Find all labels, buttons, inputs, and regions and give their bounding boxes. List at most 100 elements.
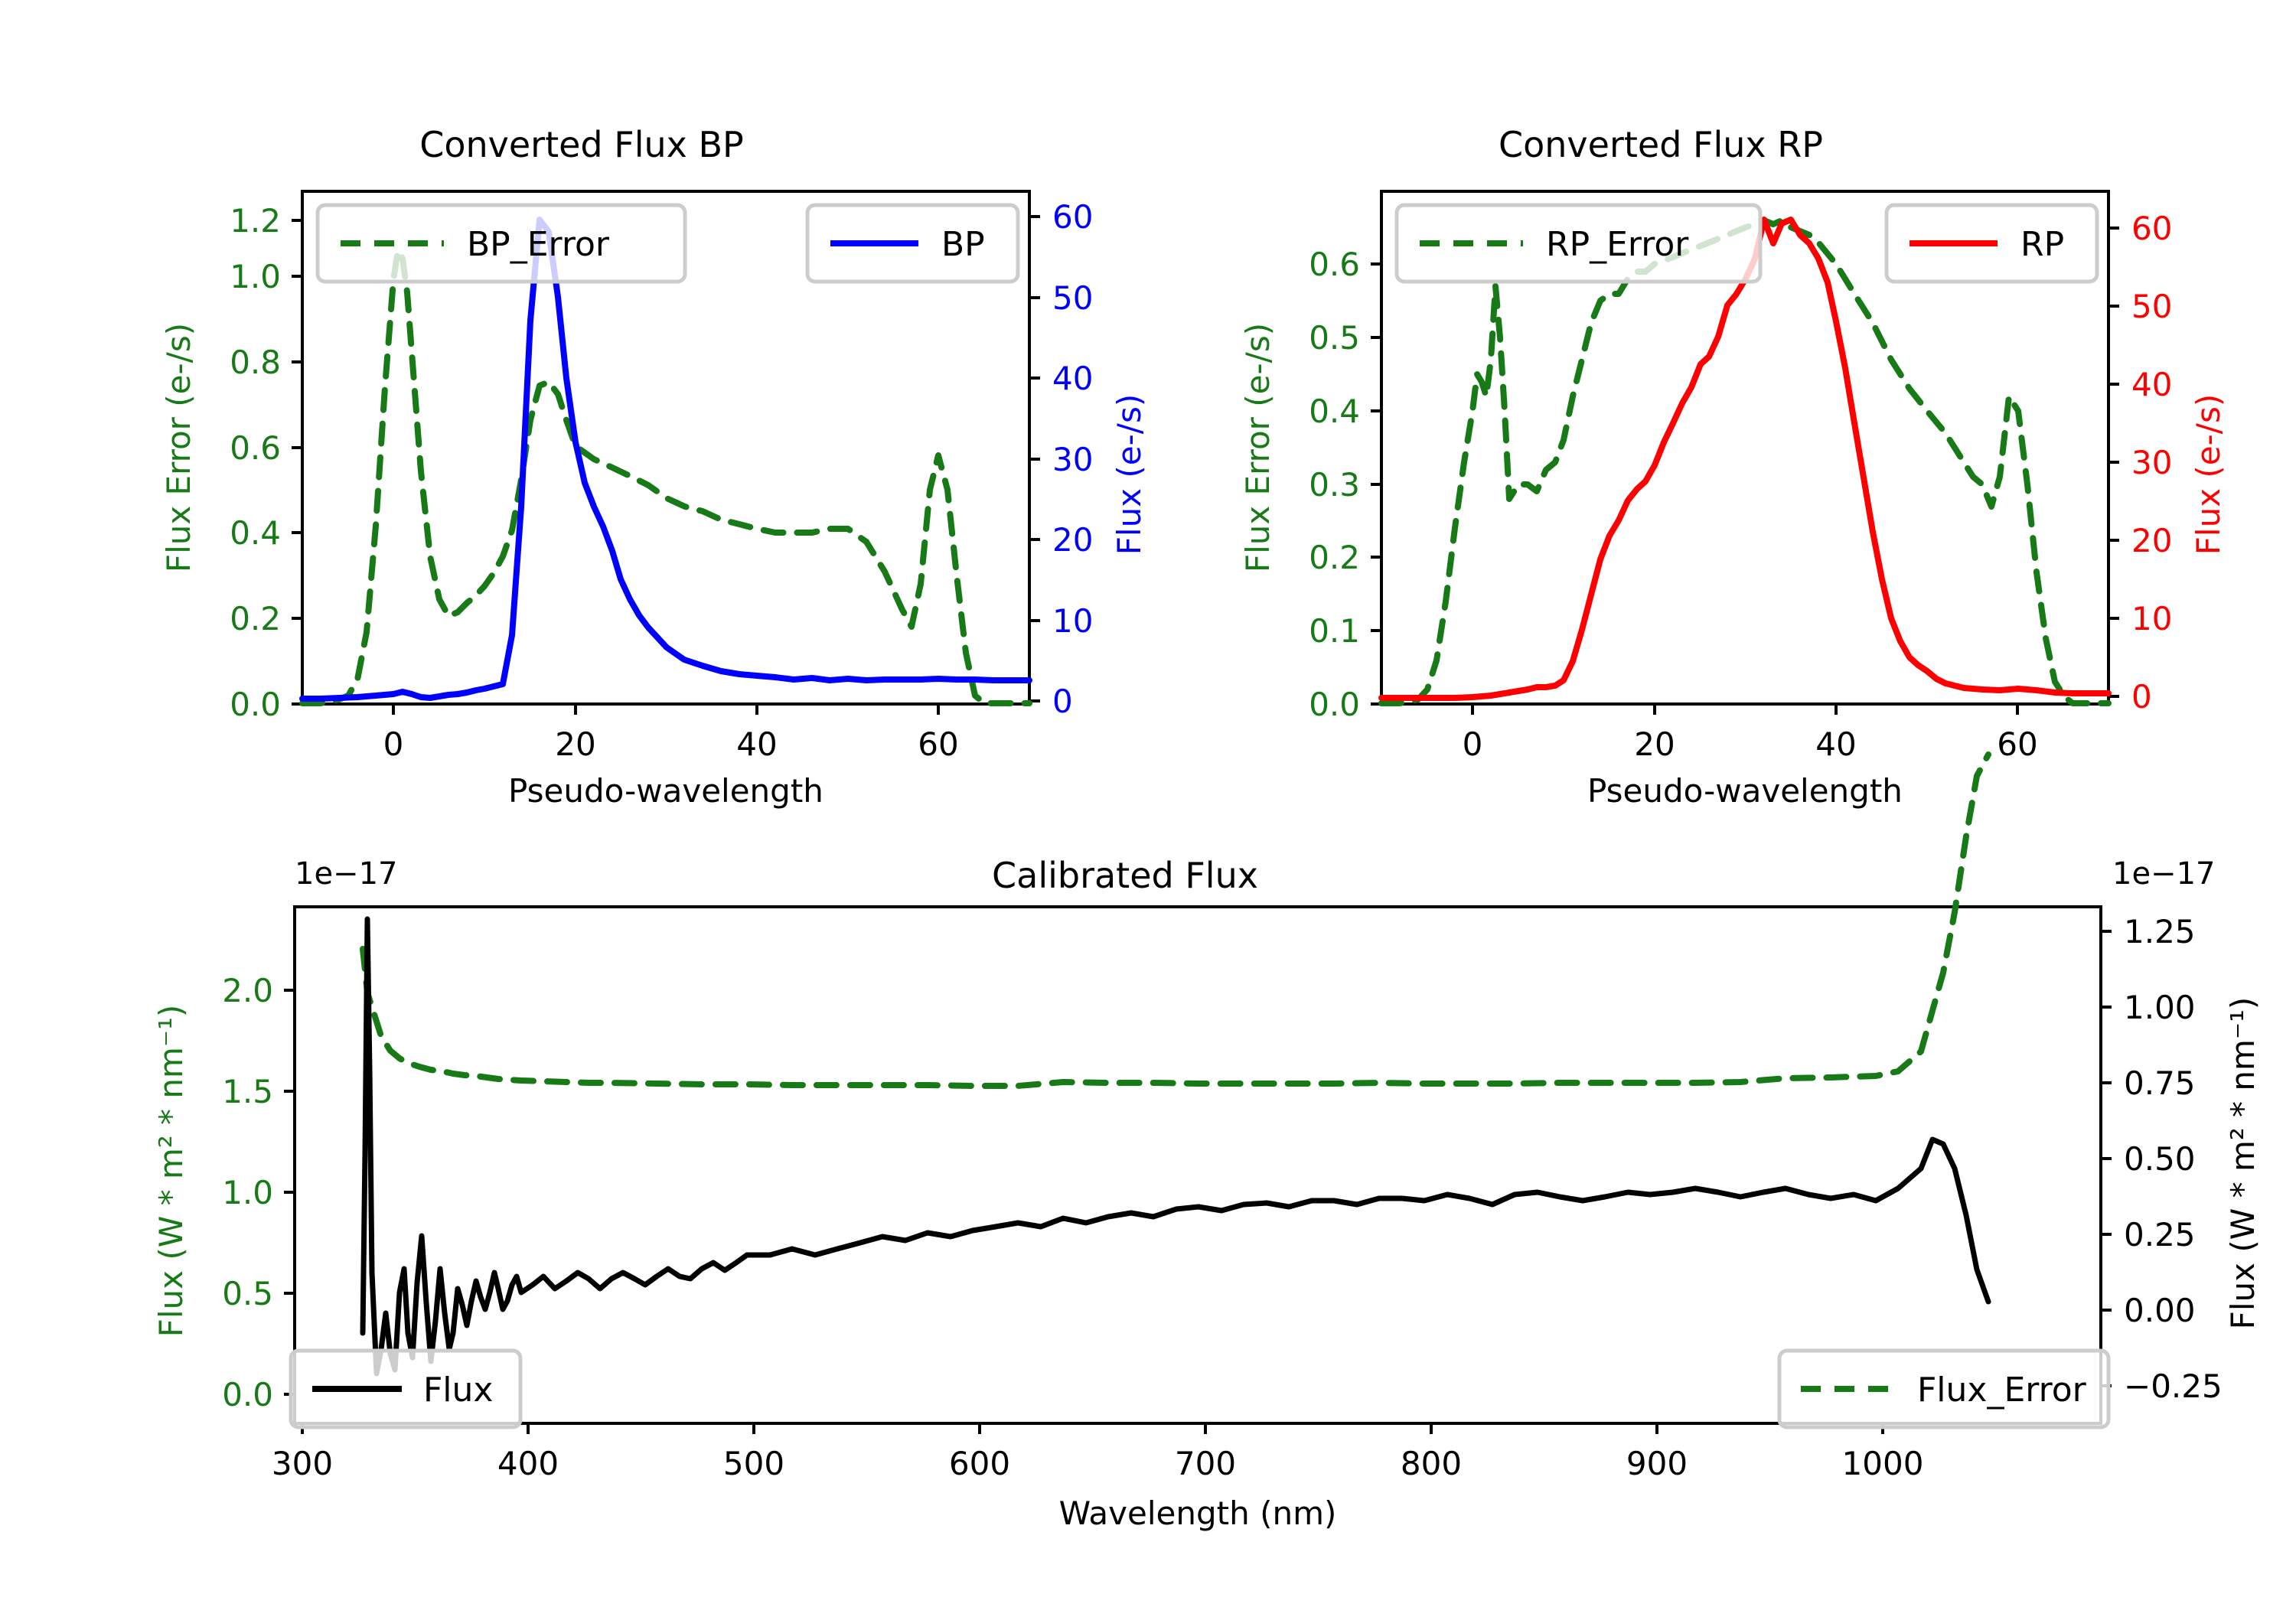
ytick-rp-right-0: 0 xyxy=(2131,678,2152,715)
xtick-bp-3: 60 xyxy=(918,725,958,763)
curve-bp-error xyxy=(299,247,1032,706)
panel-converted-flux-bp: Converted Flux BP 0.0 0.2 0.4 0.6 0.8 1.… xyxy=(160,124,1148,810)
xtick-rp-1: 20 xyxy=(1634,725,1675,763)
ytick-rp-left-2: 0.2 xyxy=(1309,539,1360,576)
ytick-cal-right-5: 1.00 xyxy=(2124,989,2196,1026)
legend-label-bp: BP xyxy=(941,225,985,264)
xtick-cal-6: 900 xyxy=(1626,1445,1688,1482)
ytick-rp-left-5: 0.5 xyxy=(1309,319,1360,357)
xtick-bp-1: 20 xyxy=(555,725,595,763)
ytick-cal-left-2: 1.0 xyxy=(222,1174,273,1211)
ytick-bp-right-5: 50 xyxy=(1052,279,1093,317)
ytick-bp-left-0: 0.0 xyxy=(230,686,281,723)
ytick-bp-left-5: 1.0 xyxy=(230,258,281,295)
yaxis-right-rp: 0 10 20 30 40 50 60 Flux (e-/s) xyxy=(2108,210,2227,715)
yaxis-left-rp: 0.0 0.1 0.2 0.3 0.4 0.5 0.6 Flux Error (… xyxy=(1239,246,1381,723)
legend-label-rp-error: RP_Error xyxy=(1546,225,1689,264)
axes-frame-rp xyxy=(1380,190,2110,706)
ytick-cal-left-0: 0.0 xyxy=(222,1376,273,1413)
ylabel-left-calibrated: Flux (W * m² * nm⁻¹) xyxy=(152,1005,190,1338)
legend-label-flux: Flux xyxy=(423,1371,493,1410)
ytick-bp-right-2: 20 xyxy=(1052,521,1093,559)
panel-converted-flux-rp: Converted Flux RP 0.0 0.1 0.2 0.3 0.4 0.… xyxy=(1239,124,2227,810)
ylabel-left-rp: Flux Error (e-/s) xyxy=(1239,323,1277,572)
ytick-cal-right-2: 0.25 xyxy=(2124,1216,2196,1253)
xtick-cal-3: 600 xyxy=(949,1445,1010,1482)
ytick-cal-left-3: 1.5 xyxy=(222,1073,273,1110)
curve-rp-flux xyxy=(1378,217,2112,701)
offset-label-right: 1e−17 xyxy=(2112,856,2215,892)
legend-bp[interactable]: BP xyxy=(805,203,1020,284)
ytick-cal-right-3: 0.50 xyxy=(2124,1140,2196,1178)
ytick-cal-right-0: −0.25 xyxy=(2124,1367,2223,1405)
legend-label-bp-error: BP_Error xyxy=(467,225,610,264)
curve-rp-error xyxy=(1378,217,2112,706)
legend-label-flux-error: Flux_Error xyxy=(1917,1371,2087,1410)
ytick-cal-left-1: 0.5 xyxy=(222,1275,273,1312)
ylabel-right-rp: Flux (e-/s) xyxy=(2190,394,2227,555)
ytick-bp-left-1: 0.2 xyxy=(230,600,281,637)
ytick-bp-right-6: 60 xyxy=(1052,198,1093,236)
panel-calibrated-flux: Calibrated Flux 1e−17 1e−17 0.0 0.5 1.0 … xyxy=(152,751,2262,1532)
xtick-cal-7: 1000 xyxy=(1842,1445,1924,1482)
xlabel-rp: Pseudo-wavelength xyxy=(1587,772,1903,810)
ytick-bp-left-3: 0.6 xyxy=(230,429,281,467)
ytick-bp-right-3: 30 xyxy=(1052,441,1093,478)
ytick-rp-left-1: 0.1 xyxy=(1309,612,1360,650)
xtick-cal-4: 700 xyxy=(1175,1445,1236,1482)
ytick-rp-right-6: 60 xyxy=(2131,210,2172,247)
legend-rp-error[interactable]: RP_Error xyxy=(1394,203,1763,284)
ylabel-right-calibrated: Flux (W * m² * nm⁻¹) xyxy=(2224,997,2262,1330)
xtick-cal-0: 300 xyxy=(272,1445,333,1482)
curve-bp-flux xyxy=(299,217,1032,702)
xtick-cal-1: 400 xyxy=(497,1445,559,1482)
xtick-rp-3: 60 xyxy=(1997,725,2037,763)
offset-label-left: 1e−17 xyxy=(295,856,397,892)
xaxis-calibrated: 300 400 500 600 700 800 900 1000 Wavelen… xyxy=(272,1423,1924,1532)
yaxis-right-calibrated: −0.25 0.00 0.25 0.50 0.75 1.00 1.25 Flux… xyxy=(2101,913,2262,1405)
xtick-cal-2: 500 xyxy=(723,1445,784,1482)
ytick-rp-right-4: 40 xyxy=(2131,366,2172,403)
xtick-rp-2: 40 xyxy=(1815,725,1856,763)
ytick-cal-right-4: 0.75 xyxy=(2124,1064,2196,1102)
legend-rp[interactable]: RP xyxy=(1884,203,2099,284)
yaxis-left-bp: 0.0 0.2 0.4 0.6 0.8 1.0 1.2 Flux Error (… xyxy=(160,202,302,723)
ytick-rp-right-5: 50 xyxy=(2131,288,2172,325)
ylabel-left-bp: Flux Error (e-/s) xyxy=(160,323,197,572)
xaxis-bp: 0 20 40 60 Pseudo-wavelength xyxy=(383,704,959,810)
curve-flux-error xyxy=(360,751,1991,1089)
ytick-rp-right-3: 30 xyxy=(2131,444,2172,481)
panel-title-rp: Converted Flux RP xyxy=(1499,124,1823,165)
xlabel-calibrated: Wavelength (nm) xyxy=(1059,1495,1337,1532)
legend-bp-error[interactable]: BP_Error xyxy=(315,203,687,284)
ytick-bp-left-4: 0.8 xyxy=(230,344,281,381)
xaxis-rp: 0 20 40 60 Pseudo-wavelength xyxy=(1463,704,2038,810)
ytick-rp-left-0: 0.0 xyxy=(1309,686,1360,723)
ylabel-right-bp: Flux (e-/s) xyxy=(1110,394,1148,555)
curve-flux xyxy=(360,916,1991,1377)
ytick-bp-right-1: 10 xyxy=(1052,602,1093,640)
xlabel-bp: Pseudo-wavelength xyxy=(508,772,823,810)
ytick-bp-right-0: 0 xyxy=(1052,683,1073,720)
ytick-rp-left-4: 0.4 xyxy=(1309,393,1360,430)
ytick-cal-right-1: 0.00 xyxy=(2124,1292,2196,1329)
ytick-rp-right-2: 20 xyxy=(2131,522,2172,559)
xtick-cal-5: 800 xyxy=(1401,1445,1462,1482)
ytick-cal-right-6: 1.25 xyxy=(2124,913,2196,950)
panel-title-calibrated: Calibrated Flux xyxy=(992,855,1258,896)
axes-frame-calibrated xyxy=(293,905,2102,1425)
legend-label-rp: RP xyxy=(2020,225,2064,264)
ytick-rp-left-3: 0.3 xyxy=(1309,466,1360,504)
xtick-rp-0: 0 xyxy=(1463,725,1483,763)
yaxis-left-calibrated: 0.0 0.5 1.0 1.5 2.0 Flux (W * m² * nm⁻¹) xyxy=(152,972,295,1413)
legend-flux[interactable]: Flux xyxy=(289,1348,523,1429)
ytick-bp-right-4: 40 xyxy=(1052,360,1093,397)
xtick-bp-0: 0 xyxy=(383,725,404,763)
ytick-bp-left-2: 0.4 xyxy=(230,514,281,552)
legend-flux-error[interactable]: Flux_Error xyxy=(1777,1348,2111,1429)
ytick-cal-left-4: 2.0 xyxy=(222,972,273,1009)
xtick-bp-2: 40 xyxy=(736,725,777,763)
panel-title-bp: Converted Flux BP xyxy=(419,124,744,165)
